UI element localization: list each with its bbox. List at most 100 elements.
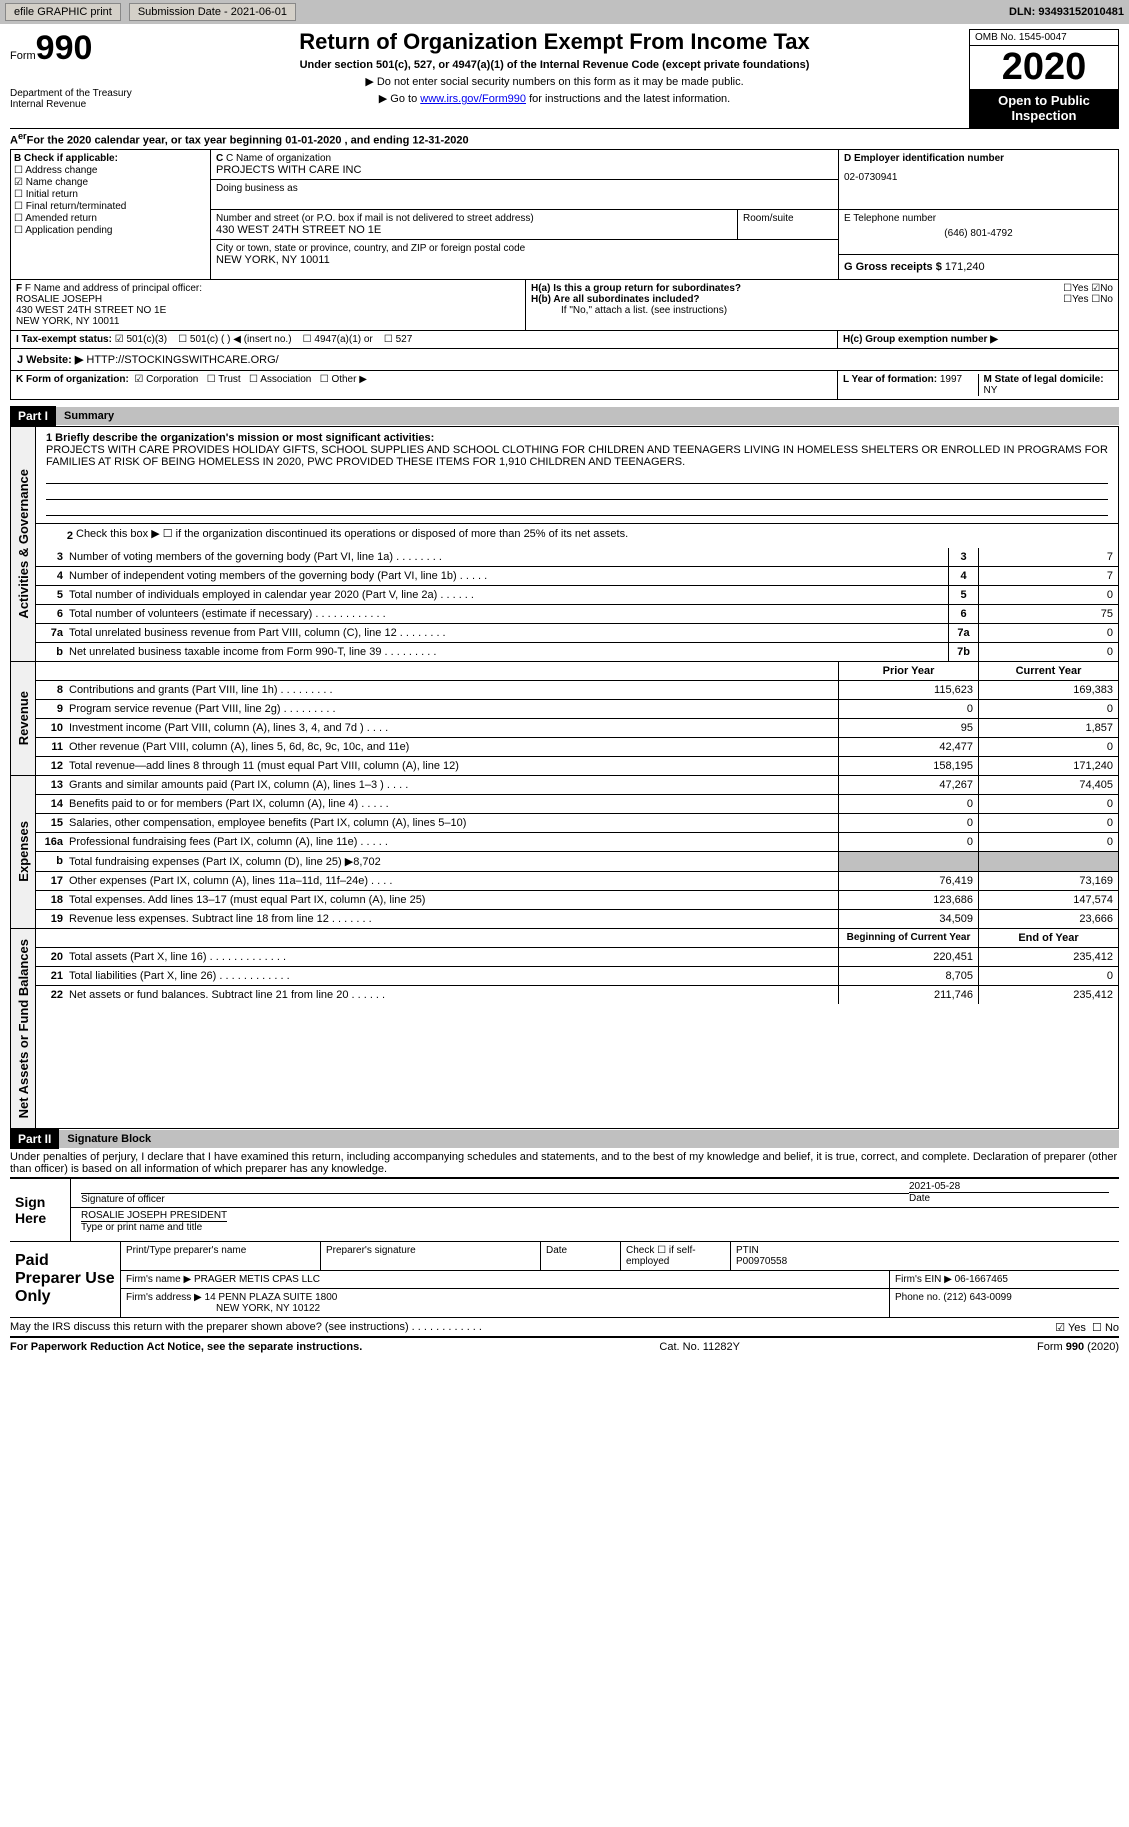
website-row: J Website: ▶ HTTP://STOCKINGSWITHCARE.OR…: [10, 349, 1119, 371]
officer-name: ROSALIE JOSEPH: [16, 294, 520, 305]
omb-number: OMB No. 1545-0047: [970, 30, 1118, 46]
part1-title: Summary: [56, 407, 1119, 425]
officer-addr2: NEW YORK, NY 10011: [16, 316, 520, 327]
room-label: Room/suite: [743, 213, 833, 224]
form-prefix: Form: [10, 50, 36, 62]
exp-line-14: 14Benefits paid to or for members (Part …: [36, 795, 1118, 814]
section-abcdeg: B Check if applicable: ☐ Address change☑…: [10, 149, 1119, 280]
check-final-return-terminated[interactable]: ☐ Final return/terminated: [14, 201, 207, 212]
dept-irs: Internal Revenue: [10, 99, 140, 110]
instruction-2: ▶ Go to www.irs.gov/Form990 for instruct…: [150, 92, 959, 105]
mission-label: 1 Briefly describe the organization's mi…: [46, 432, 1108, 444]
year-formation: L Year of formation: 1997: [843, 374, 979, 396]
addr-label: Number and street (or P.O. box if mail i…: [216, 213, 732, 224]
end-year-header: End of Year: [978, 929, 1118, 947]
gov-line-6: 6Total number of volunteers (estimate if…: [36, 605, 1118, 624]
gov-line-4: 4Number of independent voting members of…: [36, 567, 1118, 586]
exp-line-17: 17Other expenses (Part IX, column (A), l…: [36, 872, 1118, 891]
ptin-cell: PTINP00970558: [730, 1242, 1119, 1270]
beg-year-header: Beginning of Current Year: [838, 929, 978, 947]
footer: For Paperwork Reduction Act Notice, see …: [10, 1336, 1119, 1356]
sign-here-label: Sign Here: [10, 1179, 70, 1241]
rev-line-8: 8Contributions and grants (Part VIII, li…: [36, 681, 1118, 700]
check-name-change[interactable]: ☑ Name change: [14, 177, 207, 188]
firm-addr-cell: Firm's address ▶ 14 PENN PLAZA SUITE 180…: [120, 1289, 889, 1317]
h-b-row: H(b) Are all subordinates included? ☐Yes…: [531, 294, 1113, 305]
ein-value: 02-0730941: [844, 172, 1113, 183]
sign-date-label: Date: [909, 1192, 1109, 1204]
pra-notice: For Paperwork Reduction Act Notice, see …: [10, 1341, 362, 1353]
tax-year: 2020: [970, 46, 1118, 89]
revenue-section: Revenue Prior Year Current Year 8Contrib…: [10, 662, 1119, 776]
city-label: City or town, state or province, country…: [216, 243, 833, 254]
exp-line-13: 13Grants and similar amounts paid (Part …: [36, 776, 1118, 795]
k-org-row: K Form of organization: ☑ Corporation ☐ …: [11, 371, 838, 399]
form-number: 990: [36, 29, 93, 67]
efile-btn[interactable]: efile GRAPHIC print: [5, 3, 121, 21]
exp-line-15: 15Salaries, other compensation, employee…: [36, 814, 1118, 833]
gov-line-7a: 7aTotal unrelated business revenue from …: [36, 624, 1118, 643]
dept-treasury: Department of the Treasury: [10, 88, 140, 99]
printed-name-label: Type or print name and title: [81, 1221, 227, 1233]
sign-here-section: Sign Here Signature of officer 2021-05-2…: [10, 1177, 1119, 1241]
instruction-1: ▶ Do not enter social security numbers o…: [150, 75, 959, 88]
line-2: Check this box ▶ ☐ if the organization d…: [76, 527, 1108, 545]
h-a-row: H(a) Is this a group return for subordin…: [531, 283, 1113, 294]
firm-name-cell: Firm's name ▶ PRAGER METIS CPAS LLC: [120, 1271, 889, 1288]
gross-receipts-label: G Gross receipts $: [844, 261, 942, 273]
check-application-pending[interactable]: ☐ Application pending: [14, 225, 207, 236]
irs-link[interactable]: www.irs.gov/Form990: [420, 93, 526, 105]
officer-label: F F Name and address of principal office…: [16, 283, 520, 294]
current-year-header: Current Year: [978, 662, 1118, 680]
phone-value: (646) 801-4792: [844, 228, 1113, 239]
dln: DLN: 93493152010481: [1009, 6, 1124, 18]
self-employed-check: Check ☐ if self-employed: [620, 1242, 730, 1270]
inspection-label: Open to Public Inspection: [970, 89, 1118, 127]
ein-label: D Employer identification number: [844, 153, 1113, 164]
paid-preparer-label: Paid Preparer Use Only: [10, 1242, 120, 1317]
gross-receipts: 171,240: [945, 261, 985, 273]
governance-section: Activities & Governance 1 Briefly descri…: [10, 426, 1119, 662]
exp-line-b: bTotal fundraising expenses (Part IX, co…: [36, 852, 1118, 872]
firm-ein-cell: Firm's EIN ▶ 06-1667465: [889, 1271, 1119, 1288]
topbar: efile GRAPHIC print Submission Date - 20…: [0, 0, 1129, 24]
rev-line-10: 10Investment income (Part VIII, column (…: [36, 719, 1118, 738]
form-footer: Form 990 (2020): [1037, 1341, 1119, 1353]
cat-number: Cat. No. 11282Y: [659, 1341, 740, 1353]
check-address-change[interactable]: ☐ Address change: [14, 165, 207, 176]
officer-printed-name: ROSALIE JOSEPH PRESIDENT: [81, 1210, 227, 1221]
vert-expenses: Expenses: [14, 811, 33, 892]
gov-line-3: 3Number of voting members of the governi…: [36, 548, 1118, 567]
tax-status-row: I Tax-exempt status: ☑ 501(c)(3) ☐ 501(c…: [11, 331, 838, 348]
officer-sig-label: Signature of officer: [81, 1193, 909, 1205]
net-line-22: 22Net assets or fund balances. Subtract …: [36, 986, 1118, 1004]
street-address: 430 WEST 24TH STREET NO 1E: [216, 224, 732, 236]
firm-phone-cell: Phone no. (212) 643-0099: [889, 1289, 1119, 1317]
org-name: PROJECTS WITH CARE INC: [216, 164, 833, 176]
gov-line-b: bNet unrelated business taxable income f…: [36, 643, 1118, 661]
rev-line-11: 11Other revenue (Part VIII, column (A), …: [36, 738, 1118, 757]
form-header: Form990 Department of the Treasury Inter…: [10, 29, 1119, 128]
net-line-20: 20Total assets (Part X, line 16) . . . .…: [36, 948, 1118, 967]
submission-btn[interactable]: Submission Date - 2021-06-01: [129, 3, 296, 21]
net-line-21: 21Total liabilities (Part X, line 26) . …: [36, 967, 1118, 986]
check-initial-return[interactable]: ☐ Initial return: [14, 189, 207, 200]
check-amended-return[interactable]: ☐ Amended return: [14, 213, 207, 224]
paid-preparer-section: Paid Preparer Use Only Print/Type prepar…: [10, 1241, 1119, 1317]
prep-date-header: Date: [540, 1242, 620, 1270]
vert-revenue: Revenue: [14, 681, 33, 755]
netassets-section: Net Assets or Fund Balances Beginning of…: [10, 929, 1119, 1129]
vert-governance: Activities & Governance: [14, 459, 33, 629]
dba-label: Doing business as: [216, 183, 833, 194]
h-b-note: If "No," attach a list. (see instruction…: [531, 305, 1113, 316]
prior-year-header: Prior Year: [838, 662, 978, 680]
rev-line-9: 9Program service revenue (Part VIII, lin…: [36, 700, 1118, 719]
vert-netassets: Net Assets or Fund Balances: [14, 929, 33, 1128]
prep-name-header: Print/Type preparer's name: [120, 1242, 320, 1270]
expenses-section: Expenses 13Grants and similar amounts pa…: [10, 776, 1119, 929]
state-domicile: M State of legal domicile: NY: [979, 374, 1114, 396]
main-title: Return of Organization Exempt From Incom…: [150, 29, 959, 55]
period-row: AerFor the 2020 calendar year, or tax ye…: [10, 128, 1119, 149]
rev-line-12: 12Total revenue—add lines 8 through 11 (…: [36, 757, 1118, 775]
h-c-row: H(c) Group exemption number ▶: [838, 331, 1118, 348]
